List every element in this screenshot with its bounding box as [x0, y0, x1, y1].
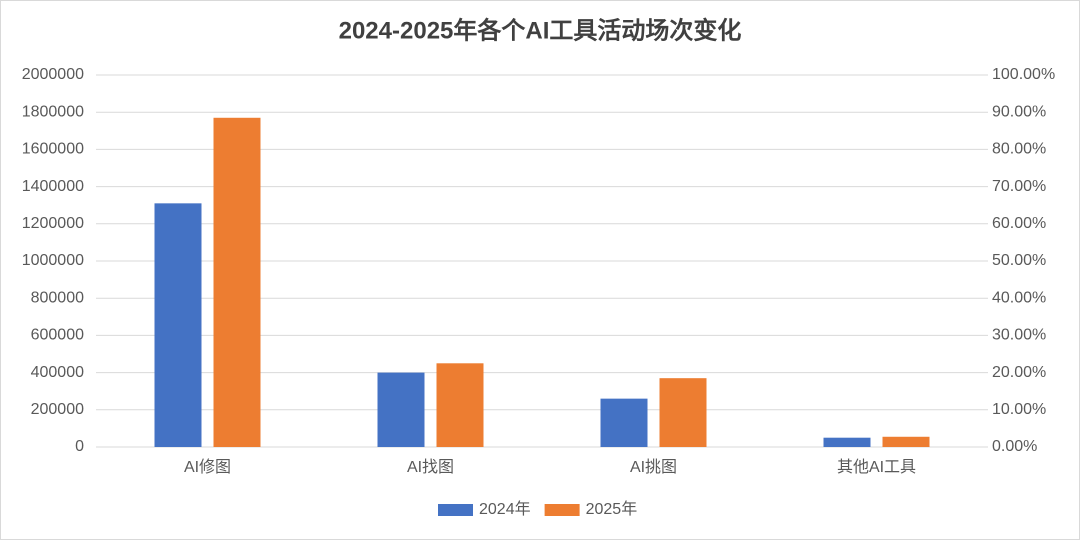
y-tick-label: 0 — [75, 438, 84, 455]
bar — [823, 437, 871, 447]
y-tick-label: 400000 — [31, 364, 84, 381]
y2-tick-label: 30.00% — [992, 327, 1046, 344]
x-tick-label: AI挑图 — [630, 458, 677, 476]
y2-tick-label: 50.00% — [992, 252, 1046, 269]
y-tick-label: 2000000 — [22, 66, 84, 83]
x-tick-label: 其他AI工具 — [837, 458, 916, 476]
y-tick-label: 1000000 — [22, 252, 84, 269]
y-tick-label: 1600000 — [22, 141, 84, 158]
legend-swatch — [438, 504, 473, 516]
y2-tick-label: 0.00% — [992, 438, 1037, 455]
x-tick-label: AI修图 — [184, 458, 231, 476]
legend-label: 2024年 — [479, 500, 531, 518]
legend-label: 2025年 — [586, 500, 638, 518]
y2-tick-label: 90.00% — [992, 103, 1046, 120]
bar — [213, 117, 261, 447]
bar — [882, 436, 930, 447]
y2-tick-label: 70.00% — [992, 178, 1046, 195]
y-tick-label: 800000 — [31, 289, 84, 306]
bar — [600, 398, 648, 447]
y-tick-label: 1800000 — [22, 103, 84, 120]
y-tick-label: 600000 — [31, 327, 84, 344]
x-tick-label: AI找图 — [407, 458, 454, 476]
bar — [436, 363, 484, 447]
y2-tick-label: 60.00% — [992, 215, 1046, 232]
bar — [659, 378, 707, 447]
y-tick-label: 1200000 — [22, 215, 84, 232]
y2-tick-label: 20.00% — [992, 364, 1046, 381]
y2-tick-label: 10.00% — [992, 401, 1046, 418]
bar — [377, 372, 425, 447]
y-tick-label: 1400000 — [22, 178, 84, 195]
legend-swatch — [544, 504, 580, 516]
y2-tick-label: 40.00% — [992, 289, 1046, 306]
y2-tick-label: 100.00% — [992, 66, 1055, 83]
y2-tick-label: 80.00% — [992, 141, 1046, 158]
y-tick-label: 200000 — [31, 401, 84, 418]
chart-title: 2024-2025年各个AI工具活动场次变化 — [339, 16, 742, 44]
bar — [154, 203, 202, 447]
